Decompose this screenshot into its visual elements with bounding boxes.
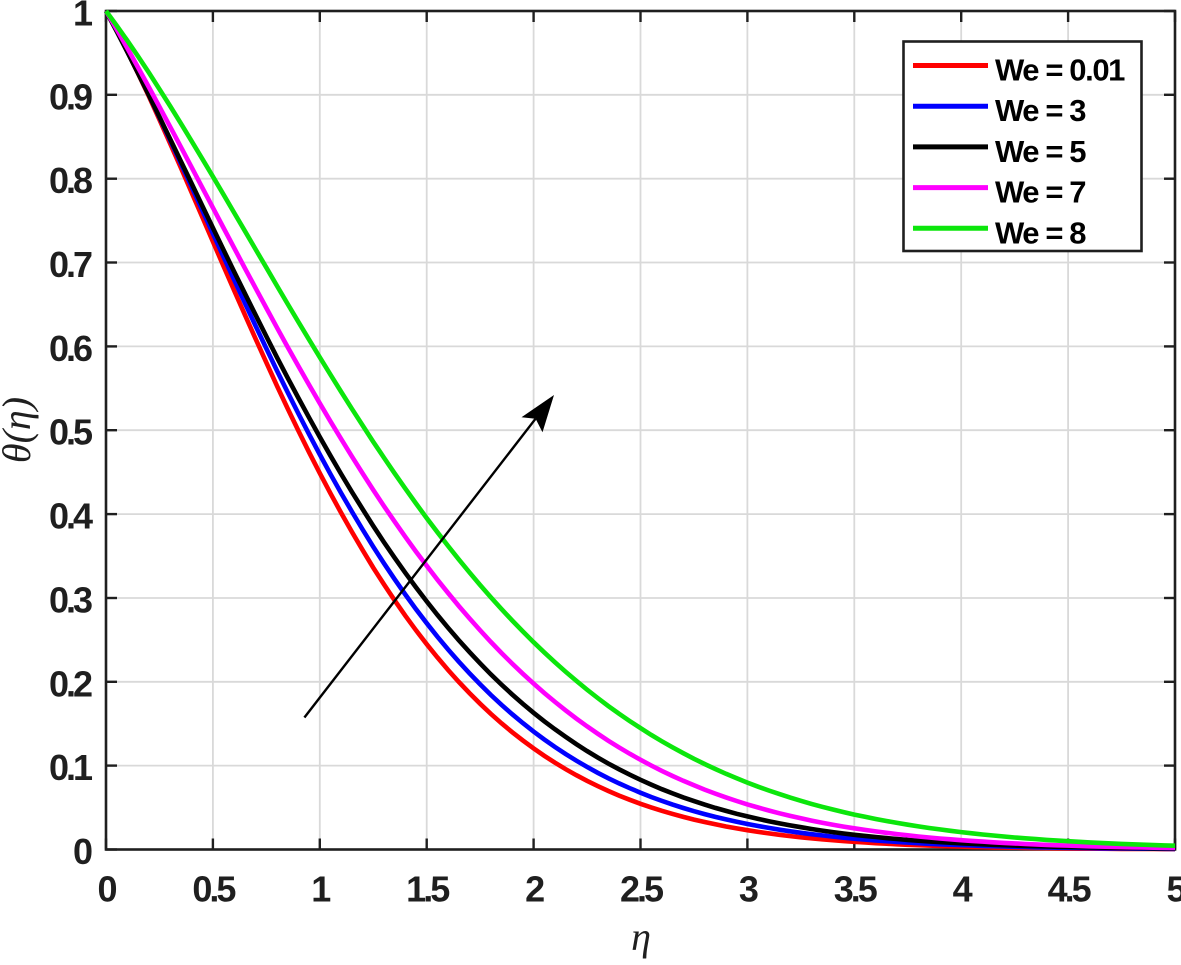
svg-text:1: 1 bbox=[73, 0, 93, 34]
svg-text:0.5: 0.5 bbox=[49, 412, 93, 453]
svg-text:1.5: 1.5 bbox=[406, 869, 450, 910]
svg-text:0.8: 0.8 bbox=[49, 160, 92, 201]
svg-text:2: 2 bbox=[525, 869, 544, 910]
svg-text:η: η bbox=[631, 914, 651, 959]
svg-text:3.5: 3.5 bbox=[834, 869, 878, 910]
svg-text:0.2: 0.2 bbox=[49, 663, 92, 704]
svg-text:0.6: 0.6 bbox=[49, 328, 92, 369]
svg-text:We = 5: We = 5 bbox=[995, 134, 1086, 169]
svg-text:4: 4 bbox=[953, 869, 973, 910]
svg-text:0: 0 bbox=[97, 869, 116, 910]
svg-text:0.5: 0.5 bbox=[192, 869, 236, 910]
svg-text:θ(η): θ(η) bbox=[0, 397, 39, 463]
svg-text:2.5: 2.5 bbox=[620, 869, 664, 910]
svg-text:3: 3 bbox=[739, 869, 758, 910]
svg-text:0.9: 0.9 bbox=[49, 76, 92, 117]
svg-text:We = 0.01: We = 0.01 bbox=[995, 53, 1125, 88]
svg-text:0.1: 0.1 bbox=[49, 747, 93, 788]
svg-text:1: 1 bbox=[311, 869, 331, 910]
svg-text:0.3: 0.3 bbox=[49, 580, 92, 621]
svg-text:0.4: 0.4 bbox=[49, 496, 93, 537]
svg-text:We = 8: We = 8 bbox=[995, 215, 1086, 250]
svg-text:0.7: 0.7 bbox=[49, 244, 92, 285]
svg-text:We = 3: We = 3 bbox=[995, 93, 1086, 128]
svg-text:0: 0 bbox=[73, 831, 92, 872]
svg-text:4.5: 4.5 bbox=[1048, 869, 1092, 910]
svg-text:5: 5 bbox=[1166, 869, 1181, 910]
svg-text:We = 7: We = 7 bbox=[995, 175, 1085, 210]
